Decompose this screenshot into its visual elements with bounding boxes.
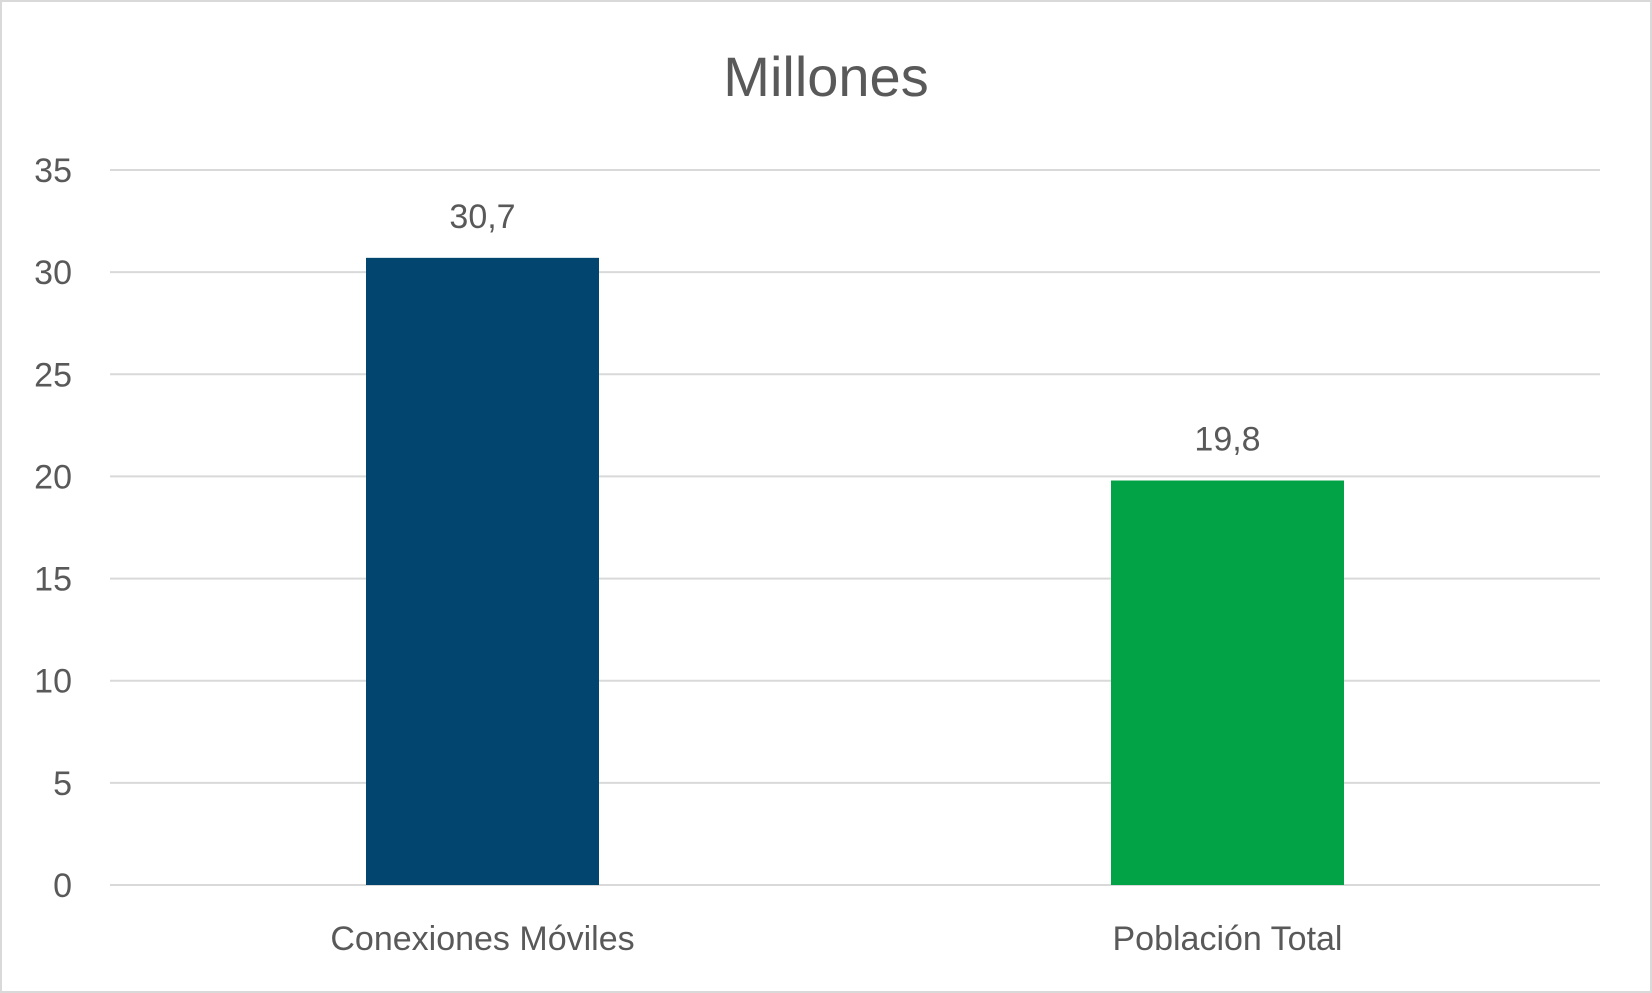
bar-2: [1111, 480, 1344, 885]
y-tick-label: 0: [53, 867, 72, 905]
bars: [366, 257, 1344, 885]
y-tick-label: 20: [34, 458, 72, 496]
chart-title: Millones: [723, 45, 928, 108]
y-tick-label: 15: [34, 561, 72, 599]
gridlines: [110, 169, 1600, 886]
y-tick-label: 25: [34, 356, 72, 394]
y-axis-ticks: 0 5 10 15 20 25 30 35: [34, 152, 72, 905]
bar-1: [366, 257, 599, 885]
category-label: Población Total: [1113, 920, 1343, 958]
data-label: 19,8: [1194, 421, 1260, 459]
y-tick-label: 5: [53, 765, 72, 803]
data-label: 30,7: [449, 198, 515, 236]
category-labels: Conexiones Móviles Población Total: [330, 920, 1342, 958]
y-tick-label: 10: [34, 663, 72, 701]
y-tick-label: 30: [34, 254, 72, 292]
data-labels: 30,7 19,8: [449, 198, 1260, 459]
y-tick-label: 35: [34, 152, 72, 190]
category-label: Conexiones Móviles: [330, 920, 634, 958]
